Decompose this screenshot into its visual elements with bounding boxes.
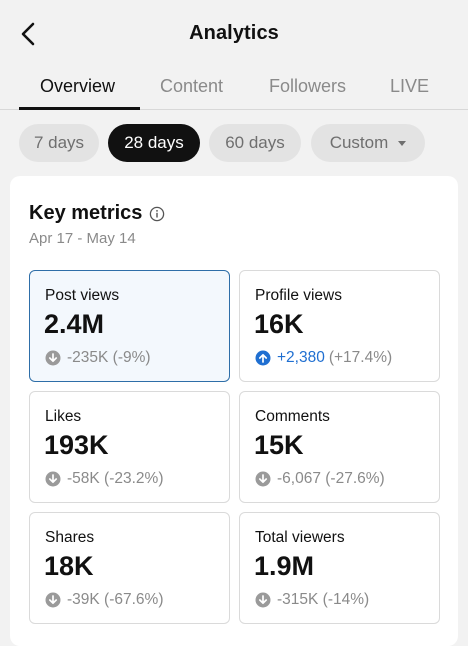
metric-value: 193K (44, 430, 109, 460)
metric-card-profile-views[interactable]: Profile views 16K +2,380 (+17.4%) (239, 270, 440, 382)
metric-change: -58K (-23.2%) (45, 470, 163, 488)
metric-label: Shares (45, 529, 95, 546)
range-60-days-chip[interactable]: 60 days (209, 124, 301, 162)
back-button[interactable] (14, 20, 42, 48)
info-icon[interactable] (149, 206, 165, 222)
arrow-down-circle-icon (45, 471, 61, 487)
date-range-label: Apr 17 - May 14 (29, 230, 136, 247)
metric-label: Profile views (255, 287, 342, 304)
metric-label: Likes (45, 408, 82, 425)
header: Analytics (0, 0, 468, 70)
chevron-left-icon (21, 22, 35, 46)
date-range-selector: 7 days 28 days 60 days Custom (0, 110, 468, 176)
tab-overview[interactable]: Overview (40, 76, 116, 96)
arrow-down-circle-icon (45, 592, 61, 608)
arrow-up-circle-icon (255, 350, 271, 366)
tab-followers[interactable]: Followers (269, 76, 347, 96)
custom-label: Custom (329, 133, 389, 152)
metric-change: -6,067 (-27.6%) (255, 470, 385, 488)
tab-bar: Overview Content Followers LIVE (0, 70, 468, 110)
metric-change-text: -235K (-9%) (67, 349, 151, 366)
metric-change-pct: (+17.4%) (328, 349, 393, 366)
metric-value: 18K (44, 551, 94, 581)
arrow-down-circle-icon (255, 592, 271, 608)
metric-label: Comments (255, 408, 330, 425)
metric-change-text: -315K (-14%) (277, 591, 370, 608)
metric-card-post-views[interactable]: Post views 2.4M -235K (-9%) (29, 270, 230, 382)
metric-change: -315K (-14%) (255, 591, 369, 609)
metric-card-shares[interactable]: Shares 18K -39K (-67.6%) (29, 512, 230, 624)
range-7-days-chip[interactable]: 7 days (19, 124, 99, 162)
metric-change-text: -39K (-67.6%) (67, 591, 164, 608)
metric-change-text: -58K (-23.2%) (67, 470, 164, 487)
metric-change: -235K (-9%) (45, 349, 151, 367)
key-metrics-title: Key metrics (29, 202, 143, 224)
tab-live[interactable]: LIVE (390, 76, 430, 96)
metric-value: 2.4M (44, 309, 105, 339)
metric-label: Post views (45, 287, 120, 304)
metric-value: 1.9M (254, 551, 315, 581)
key-metrics-card: Key metrics Apr 17 - May 14 Post views 2… (10, 176, 458, 646)
arrow-down-circle-icon (45, 350, 61, 366)
metric-value: 16K (254, 309, 304, 339)
metric-card-likes[interactable]: Likes 193K -58K (-23.2%) (29, 391, 230, 503)
metric-change-text: -6,067 (-27.6%) (277, 470, 385, 487)
tab-content[interactable]: Content (160, 76, 224, 96)
key-metrics-heading: Key metrics (29, 202, 165, 225)
arrow-down-circle-icon (255, 471, 271, 487)
metric-change: +2,380 (+17.4%) (255, 349, 392, 367)
metric-card-comments[interactable]: Comments 15K -6,067 (-27.6%) (239, 391, 440, 503)
range-custom-dropdown[interactable]: Custom (311, 124, 425, 162)
metric-change-abs: +2,380 (277, 349, 325, 366)
range-28-days-chip[interactable]: 28 days (108, 124, 200, 162)
metric-card-total-viewers[interactable]: Total viewers 1.9M -315K (-14%) (239, 512, 440, 624)
page-title: Analytics (189, 22, 279, 44)
metric-value: 15K (254, 430, 304, 460)
caret-down-icon (398, 140, 407, 146)
metric-label: Total viewers (255, 529, 345, 546)
tab-active-indicator (19, 107, 140, 110)
metric-change: -39K (-67.6%) (45, 591, 163, 609)
